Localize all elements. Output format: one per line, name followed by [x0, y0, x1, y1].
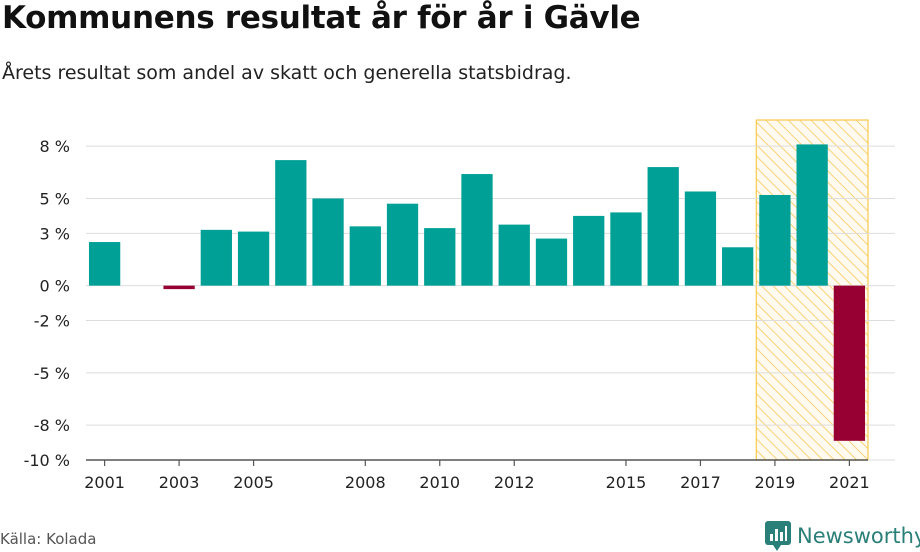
bar-2008	[349, 226, 381, 286]
x-tick-label: 2010	[419, 473, 460, 492]
bar-2009	[386, 203, 419, 286]
bar-2006	[275, 160, 307, 286]
bar-2017	[684, 191, 717, 286]
bar-2016	[647, 167, 679, 286]
bar-2004	[200, 229, 232, 286]
bar-2018	[722, 247, 754, 286]
bar-2012	[498, 224, 530, 286]
x-tick-label: 2008	[345, 473, 386, 492]
x-tick-label: 2021	[829, 473, 870, 492]
bar-2007	[312, 198, 344, 286]
x-tick-label: 2017	[680, 473, 721, 492]
x-tick-label: 2001	[84, 473, 125, 492]
newsworthy-logo-icon	[765, 521, 791, 551]
axis-layer: 8 % 5 % 3 % 0 % -2 % -5 % -8 % -10 % 2001 2003 200…	[24, 137, 870, 492]
x-tick-label: 2015	[606, 473, 647, 492]
bar-2014	[573, 215, 605, 286]
bar-2020	[796, 144, 828, 286]
x-tick-label: 2012	[494, 473, 535, 492]
bar-2011	[461, 174, 493, 286]
chart-subtitle: Årets resultat som andel av skatt och ge…	[2, 62, 572, 84]
bar-2005	[237, 231, 270, 286]
bar-2001	[88, 242, 121, 286]
bar-2003	[163, 285, 195, 290]
x-tick-label: 2005	[233, 473, 274, 492]
y-tick-label: -8 %	[34, 416, 70, 435]
bar-2015	[610, 212, 642, 286]
y-tick-label: 8 %	[40, 137, 70, 156]
bar-2010	[424, 228, 456, 286]
y-tick-label: 0 %	[40, 277, 70, 296]
x-tick-label: 2019	[755, 473, 796, 492]
bar-2021	[833, 285, 866, 441]
brand-name: Newsworthy	[797, 524, 920, 548]
chart-title: Kommunens resultat år för år i Gävle	[2, 0, 641, 36]
bar-2019	[759, 194, 791, 286]
y-tick-label: -5 %	[34, 364, 70, 383]
y-tick-label: 5 %	[40, 189, 70, 208]
bars-layer	[88, 144, 866, 441]
source-note: Källa: Kolada	[0, 530, 97, 548]
x-tick-label: 2003	[159, 473, 200, 492]
y-tick-label: -10 %	[24, 451, 70, 470]
y-tick-label: 3 %	[40, 224, 70, 243]
y-tick-label: -2 %	[34, 312, 70, 331]
bar-2013	[535, 238, 568, 286]
brand[interactable]: Newsworthy	[765, 520, 920, 552]
